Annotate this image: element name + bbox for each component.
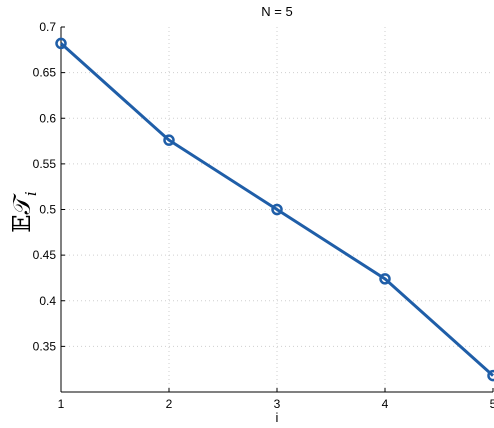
y-tick-label: 0.55 [33,157,57,171]
series-line [59,42,494,377]
y-tick-label: 0.7 [39,20,56,34]
y-tick-label: 0.35 [33,339,57,353]
y-axis-label-main: 𝔼𝒯 [8,192,36,232]
x-tick-label: 3 [274,397,281,411]
series-group [55,37,494,382]
ticks: 1 2 3 4 5 0.35 0.4 0.45 0.5 0.55 0.6 0.65 0.7 [33,20,494,411]
data-point-marker [487,369,494,382]
chart-title: N = 5 [261,4,292,19]
y-axis-label-sub: i [22,191,40,196]
y-axis-label: 𝔼𝒯i [8,191,40,233]
y-tick-label: 0.5 [39,203,56,217]
data-point-marker [271,203,283,216]
data-point-marker [379,273,391,285]
data-point-marker [55,37,67,50]
y-tick-label: 0.6 [39,111,56,125]
y-tick-label: 0.4 [39,294,56,308]
x-tick-label: 1 [58,397,65,411]
y-tick-label: 0.45 [33,248,57,262]
svg-text:𝔼𝒯i: 𝔼𝒯i [8,191,40,233]
data-point-marker [163,134,175,146]
x-axis-label: i [276,410,279,425]
x-tick-label: 5 [490,397,494,411]
x-tick-label: 4 [382,397,389,411]
y-tick-label: 0.65 [33,66,57,80]
x-tick-label: 2 [166,397,173,411]
